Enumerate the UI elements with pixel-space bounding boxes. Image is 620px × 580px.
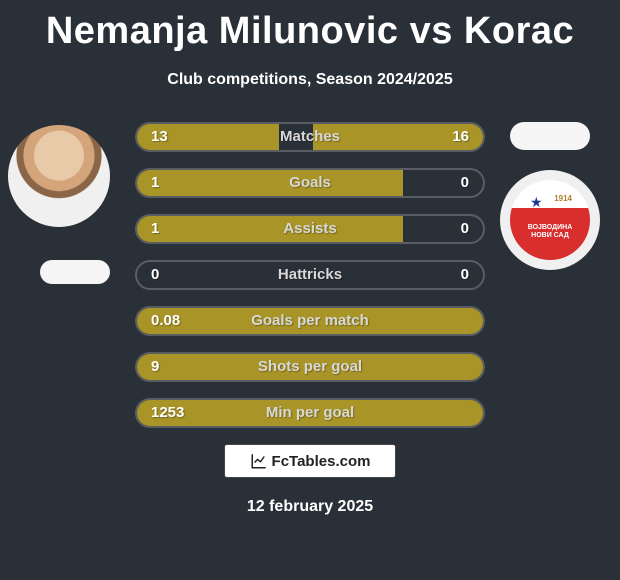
stat-label: Shots per goal — [137, 354, 483, 380]
crest-star-icon: ★ — [530, 194, 543, 211]
crest-text-line2: НОВИ САД — [510, 232, 590, 240]
page-title: Nemanja Milunovic vs Korac — [0, 0, 620, 53]
stat-label: Goals per match — [137, 308, 483, 334]
stat-row: Assists1 0 — [135, 214, 485, 244]
stat-value-left: 1253 — [151, 400, 184, 426]
stat-value-left: 0.08 — [151, 308, 180, 334]
footer-date: 12 february 2025 — [0, 498, 620, 516]
footer-brand-badge: FcTables.com — [224, 444, 396, 478]
stat-value-left: 1 — [151, 216, 159, 242]
stat-value-right: 0 — [461, 216, 469, 242]
stat-label: Hattricks — [137, 262, 483, 288]
stat-label: Min per goal — [137, 400, 483, 426]
stat-row: Goals1 0 — [135, 168, 485, 198]
crest-shield: ★ 1914 ВОЈВОДИНА НОВИ САД — [510, 180, 590, 260]
crest-year: 1914 — [554, 194, 572, 203]
crest-text: ВОЈВОДИНА НОВИ САД — [510, 224, 590, 241]
stat-value-right: 0 — [461, 170, 469, 196]
stat-row: Min per goal1253 — [135, 398, 485, 428]
player-left-avatar — [8, 125, 110, 227]
stat-label: Matches — [137, 124, 483, 150]
stat-row: Goals per match0.08 — [135, 306, 485, 336]
stat-value-left: 9 — [151, 354, 159, 380]
stat-label: Assists — [137, 216, 483, 242]
stat-row: Hattricks0 0 — [135, 260, 485, 290]
stat-value-left: 0 — [151, 262, 159, 288]
crest-text-line1: ВОЈВОДИНА — [510, 224, 590, 232]
chart-icon — [250, 452, 268, 470]
stat-row: Shots per goal9 — [135, 352, 485, 382]
player-right-crest: ★ 1914 ВОЈВОДИНА НОВИ САД — [500, 170, 600, 270]
stat-value-right: 0 — [461, 262, 469, 288]
footer-brand-text: FcTables.com — [272, 453, 371, 470]
comparison-bars: Matches1316Goals10Assists10Hattricks00Go… — [135, 122, 485, 444]
stat-value-right: 16 — [452, 124, 469, 150]
stat-label: Goals — [137, 170, 483, 196]
stat-value-left: 13 — [151, 124, 168, 150]
player-left-team-pill — [40, 260, 110, 284]
subtitle: Club competitions, Season 2024/2025 — [0, 71, 620, 89]
stat-value-left: 1 — [151, 170, 159, 196]
player-right-team-pill — [510, 122, 590, 150]
stat-row: Matches13 16 — [135, 122, 485, 152]
